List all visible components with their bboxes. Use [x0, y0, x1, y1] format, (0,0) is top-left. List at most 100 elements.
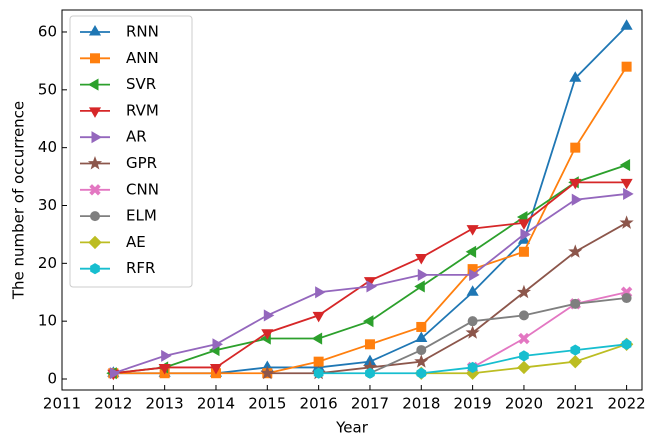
marker	[517, 219, 531, 230]
marker	[88, 235, 102, 250]
legend-label: ANN	[126, 49, 159, 67]
marker	[465, 325, 480, 339]
series-line	[472, 291, 627, 369]
plot-frame	[61, 9, 643, 391]
marker	[621, 293, 632, 304]
marker	[416, 367, 427, 379]
legend-label: AE	[126, 233, 146, 251]
legend-label: AR	[126, 128, 147, 146]
marker	[88, 107, 102, 118]
marker	[519, 350, 529, 362]
marker	[415, 331, 428, 343]
marker	[520, 228, 531, 241]
x-tick-label: 2013	[146, 395, 184, 413]
marker	[518, 310, 529, 321]
marker	[619, 215, 634, 229]
legend-label: GPR	[126, 154, 157, 172]
y-tick-label: 0	[47, 370, 57, 388]
marker	[621, 61, 632, 72]
marker	[467, 361, 478, 374]
legend-label: RVM	[126, 101, 159, 119]
y-tick-label: 20	[38, 254, 57, 272]
x-axis-label: Year	[335, 419, 369, 435]
marker	[158, 363, 171, 375]
marker	[466, 225, 479, 236]
legend-label: RFR	[126, 259, 155, 277]
marker	[315, 286, 326, 299]
marker	[620, 178, 633, 190]
marker	[366, 280, 377, 293]
marker	[416, 321, 427, 332]
marker	[90, 263, 100, 275]
marker	[518, 332, 530, 345]
x-tick-label: 2022	[608, 395, 646, 413]
x-tick-label: 2021	[556, 395, 594, 413]
marker	[260, 365, 275, 380]
marker	[570, 142, 581, 153]
marker	[212, 338, 223, 351]
marker	[569, 71, 582, 82]
legend-label: ELM	[126, 207, 157, 225]
marker	[465, 245, 477, 258]
marker	[417, 268, 429, 281]
x-tick-label: 2020	[505, 395, 543, 413]
series-line	[267, 222, 628, 375]
marker	[87, 78, 99, 91]
marker	[90, 211, 100, 222]
x-tick-label: 2016	[300, 395, 338, 413]
marker	[313, 367, 324, 379]
marker	[516, 284, 532, 299]
marker	[570, 344, 581, 356]
marker	[620, 19, 633, 30]
marker	[90, 53, 100, 64]
marker	[89, 184, 101, 196]
marker	[109, 367, 121, 380]
marker	[364, 339, 375, 350]
marker	[312, 311, 325, 323]
marker	[311, 332, 323, 345]
marker	[469, 268, 480, 281]
x-tick-label: 2017	[351, 395, 389, 413]
marker	[466, 285, 479, 296]
series-line	[369, 297, 627, 375]
marker	[568, 354, 582, 369]
marker	[621, 338, 632, 350]
x-tick-label: 2019	[454, 395, 492, 413]
marker	[570, 298, 581, 309]
marker	[414, 280, 425, 293]
y-tick-label: 40	[38, 138, 57, 156]
marker	[161, 349, 172, 362]
marker	[571, 193, 583, 206]
marker	[261, 329, 274, 340]
y-tick-label: 50	[38, 80, 57, 98]
legend-label: CNN	[126, 180, 159, 198]
marker	[313, 356, 324, 367]
marker	[619, 158, 631, 172]
marker	[365, 367, 375, 379]
marker	[414, 354, 429, 368]
marker	[88, 24, 102, 36]
marker	[91, 131, 103, 144]
marker	[518, 246, 529, 257]
marker	[263, 309, 275, 322]
legend-label: SVR	[126, 75, 156, 93]
x-tick-label: 2018	[402, 395, 440, 413]
x-tick-label: 2015	[248, 395, 286, 413]
marker	[87, 156, 103, 170]
marker	[517, 360, 531, 375]
x-tick-label: 2014	[197, 395, 235, 413]
marker	[568, 244, 583, 258]
marker	[362, 315, 374, 328]
marker	[623, 187, 634, 200]
marker	[467, 316, 478, 327]
y-tick-label: 10	[38, 312, 57, 330]
y-axis-label: The number of occurrence	[10, 101, 28, 300]
marker	[209, 363, 223, 375]
x-tick-label: 2012	[94, 395, 132, 413]
marker	[569, 178, 582, 190]
y-tick-label: 60	[38, 22, 57, 40]
x-tick-label: 2011	[43, 395, 81, 413]
marker	[415, 254, 428, 265]
